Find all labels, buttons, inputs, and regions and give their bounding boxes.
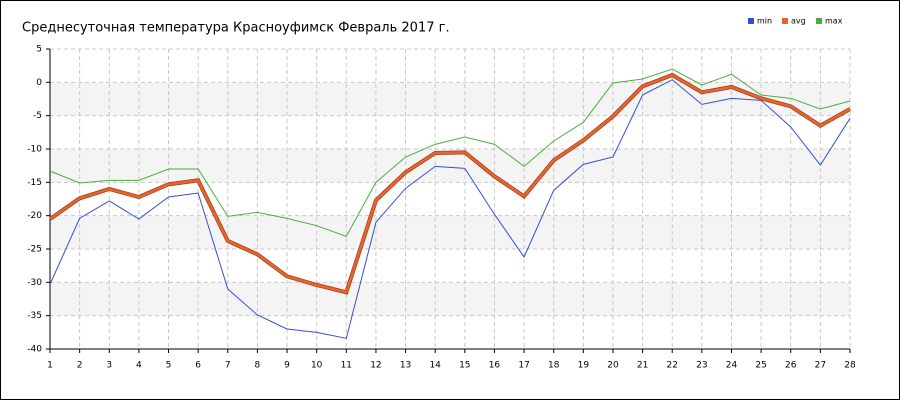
- y-tick-label: -5: [33, 111, 42, 121]
- legend-swatch: [748, 18, 754, 24]
- x-tick-label: 22: [666, 361, 677, 371]
- x-tick-label: 7: [225, 361, 231, 371]
- y-tick-label: -30: [27, 278, 42, 288]
- x-tick-label: 25: [755, 361, 766, 371]
- grid-band: [50, 215, 850, 249]
- x-tick-label: 13: [400, 361, 411, 371]
- x-tick-label: 19: [578, 361, 590, 371]
- x-tick-label: 16: [489, 361, 501, 371]
- x-tick-label: 12: [370, 361, 381, 371]
- y-tick-label: -20: [27, 211, 42, 221]
- x-tick-label: 5: [166, 361, 172, 371]
- x-tick-label: 11: [341, 361, 352, 371]
- x-tick-label: 6: [195, 361, 201, 371]
- x-tick-label: 28: [844, 361, 856, 371]
- y-tick-label: -15: [27, 178, 42, 188]
- x-tick-label: 20: [607, 361, 619, 371]
- x-tick-label: 17: [518, 361, 529, 371]
- x-tick-label: 9: [284, 361, 290, 371]
- legend-label: avg: [791, 17, 806, 26]
- x-tick-label: 27: [815, 361, 826, 371]
- y-tick-label: -35: [27, 311, 42, 321]
- x-tick-label: 3: [106, 361, 112, 371]
- y-tick-label: 0: [36, 78, 42, 88]
- y-tick-label: -25: [27, 245, 42, 255]
- x-tick-label: 4: [136, 361, 142, 371]
- x-tick-label: 24: [726, 361, 738, 371]
- x-tick-label: 18: [548, 361, 560, 371]
- series-line: [49, 68, 851, 237]
- chart-title: Среднесуточная температура Красноуфимск …: [22, 21, 450, 36]
- grid-band: [50, 282, 850, 316]
- x-tick-label: 1: [47, 361, 53, 371]
- y-tick-label: 5: [36, 45, 42, 55]
- legend-label: max: [825, 17, 843, 26]
- x-tick-label: 2: [77, 361, 83, 371]
- x-tick-label: 23: [696, 361, 707, 371]
- x-tick-label: 21: [637, 361, 648, 371]
- x-tick-label: 26: [785, 361, 797, 371]
- legend-label: min: [757, 17, 772, 26]
- legend-swatch: [782, 18, 788, 24]
- x-tick-label: 8: [255, 361, 261, 371]
- x-tick-label: 10: [311, 361, 323, 371]
- y-tick-label: -10: [27, 145, 42, 155]
- legend-swatch: [816, 18, 822, 24]
- x-tick-label: 15: [459, 361, 470, 371]
- y-tick-label: -40: [27, 345, 42, 355]
- x-tick-label: 14: [429, 361, 441, 371]
- series-line: [49, 79, 851, 339]
- series-line: [49, 73, 851, 294]
